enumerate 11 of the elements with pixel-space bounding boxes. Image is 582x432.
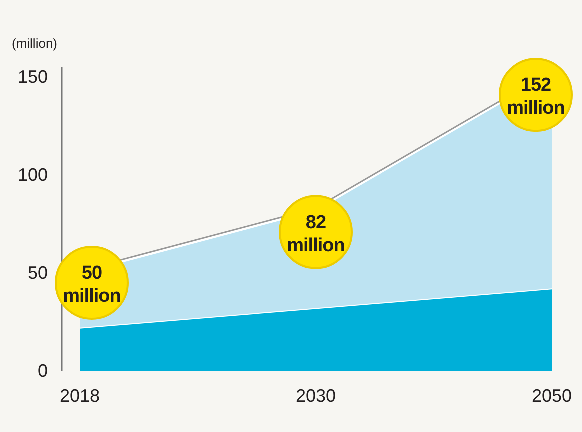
x-tick-label: 2018 xyxy=(60,386,100,406)
y-tick-label: 150 xyxy=(18,67,48,87)
y-tick-label: 0 xyxy=(38,361,48,381)
total-label: 152 million xyxy=(507,75,565,120)
total-label: 50 million xyxy=(63,263,121,307)
y-tick-label: 100 xyxy=(18,165,48,185)
y-axis-title: (million) xyxy=(12,36,58,51)
total-label: 82 million xyxy=(287,212,345,256)
x-tick-label: 2050 xyxy=(532,386,572,406)
y-tick-label: 50 xyxy=(28,263,48,283)
x-tick-label: 2030 xyxy=(296,386,336,406)
